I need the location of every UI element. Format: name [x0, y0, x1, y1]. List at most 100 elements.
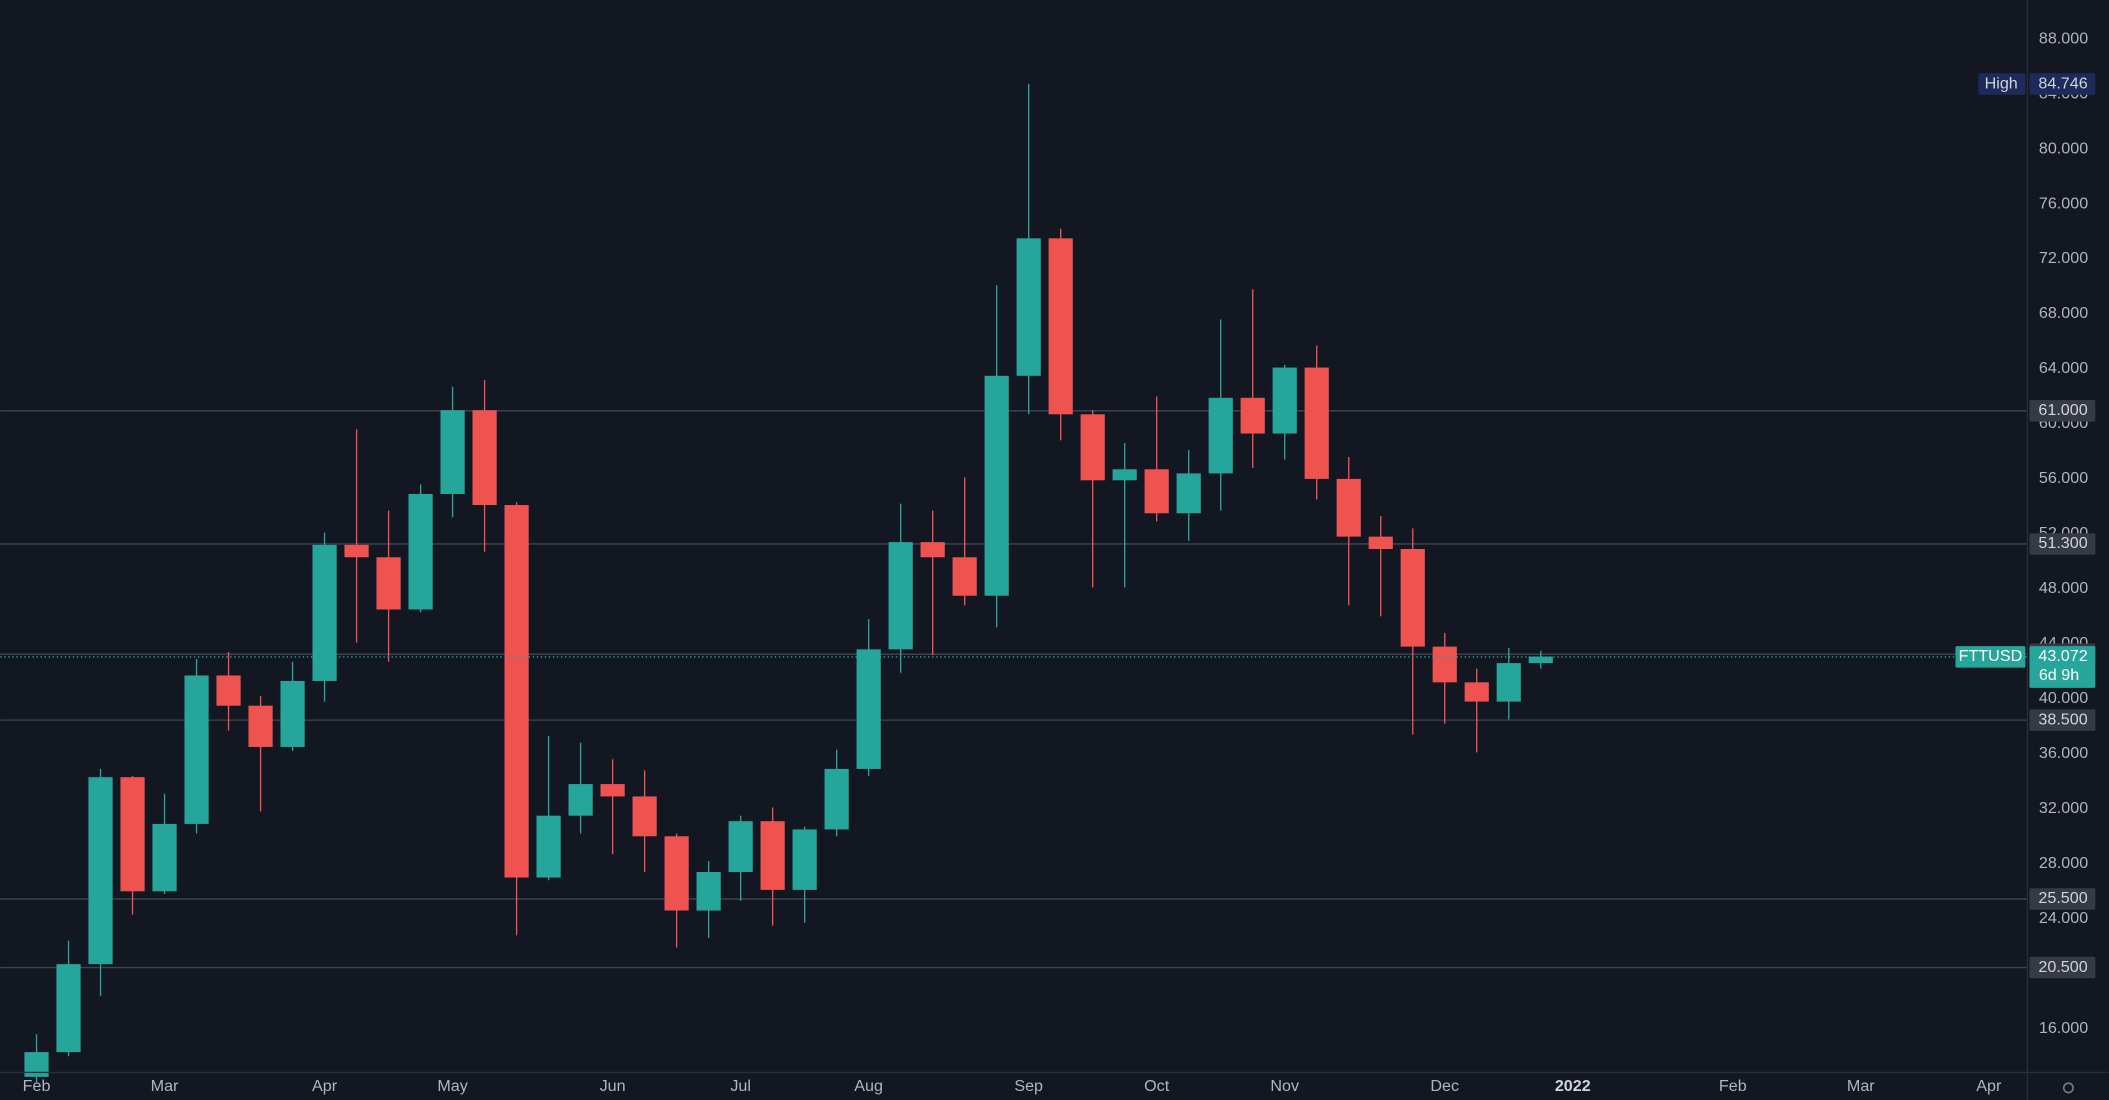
last-price-box [2029, 646, 2096, 688]
candle-body [664, 836, 689, 911]
candle-body [216, 675, 241, 706]
candle-body [952, 557, 977, 596]
candle-body [152, 823, 177, 892]
candle-body [1176, 473, 1201, 514]
candle-body [1496, 663, 1521, 702]
x-tick-label: Dec [1430, 1077, 1459, 1095]
level-label: 51.300 [2038, 534, 2087, 552]
candle-body [440, 410, 465, 495]
level-label: 20.500 [2038, 958, 2087, 976]
x-tick-label: Aug [854, 1077, 883, 1095]
y-tick-label: 80.000 [2039, 139, 2088, 157]
level-label-box [2029, 533, 2096, 555]
candle-body [920, 542, 945, 558]
candle-body [184, 675, 209, 824]
x-tick-label: Feb [23, 1077, 51, 1095]
y-tick-label: 40.000 [2039, 689, 2088, 707]
x-tick-label: Mar [1847, 1077, 1875, 1095]
candle-body [344, 544, 369, 558]
level-label-box [2029, 956, 2096, 979]
x-tick-label: Jun [600, 1077, 626, 1095]
candle-body [472, 410, 497, 506]
y-tick-label: 28.000 [2039, 854, 2088, 872]
time-axis: Feb Mar Apr May Jun Jul Aug Sep Oct Nov Dec 2022 Feb… [23, 1077, 2002, 1095]
candle-body [1528, 656, 1553, 664]
candle-body [824, 768, 849, 830]
candle-body [1368, 536, 1393, 550]
high-label: High [1985, 74, 2018, 92]
candle-body [280, 680, 305, 747]
y-tick-label: 68.000 [2039, 304, 2088, 322]
candle-body [632, 796, 657, 837]
candle-body [1144, 469, 1169, 514]
y-tick-label: 16.000 [2039, 1019, 2088, 1037]
y-tick-label: 24.000 [2039, 909, 2088, 927]
x-tick-label: Jul [730, 1077, 751, 1095]
high-value-label: 84.746 [2038, 74, 2087, 92]
candle-body [56, 964, 81, 1053]
x-tick-label: Apr [312, 1077, 338, 1095]
y-tick-label: 72.000 [2039, 249, 2088, 267]
price-markers: 61.00051.30043.25038.50025.50020.500FTTU… [1955, 73, 2096, 979]
candle-body [248, 705, 273, 747]
x-tick-label: Mar [151, 1077, 179, 1095]
candle-body [1048, 238, 1073, 415]
x-tick-label: Nov [1270, 1077, 1299, 1095]
candle-body [376, 557, 401, 610]
countdown-label: 6d 9h [2039, 666, 2079, 684]
x-tick-label: Oct [1144, 1077, 1170, 1095]
symbol-label-box [1955, 646, 2026, 668]
candle-body [88, 777, 113, 965]
candle-body [504, 505, 529, 878]
candle-body [408, 494, 433, 610]
level-label-box [2029, 400, 2096, 422]
candle-body [1016, 238, 1041, 376]
candle-body [568, 784, 593, 816]
candle-body [1400, 549, 1425, 647]
candle-body [856, 649, 881, 769]
level-label: 38.500 [2038, 710, 2087, 728]
symbol-label: FTTUSD [1959, 647, 2023, 665]
candle-body [600, 784, 625, 797]
candle-body [24, 1052, 49, 1077]
plot-area [0, 83, 2027, 1084]
high-label-box [1978, 73, 2026, 95]
candle-body [888, 542, 913, 650]
candle-body [984, 375, 1009, 596]
x-tick-label: Feb [1719, 1077, 1747, 1095]
candle-body [1464, 682, 1489, 702]
level-label-box [2029, 709, 2096, 731]
level-label: 25.500 [2038, 889, 2087, 907]
settings-icon[interactable] [2062, 1082, 2074, 1094]
candle-body [312, 544, 337, 681]
candle-body [1240, 397, 1265, 434]
high-value-box [2029, 73, 2096, 95]
y-tick-label: 36.000 [2039, 744, 2088, 762]
candle-body [792, 829, 817, 890]
candle-body [1272, 367, 1297, 434]
candle-body [1112, 469, 1137, 481]
candle-body [536, 815, 561, 878]
level-label: 61.000 [2038, 401, 2087, 419]
candle-body [1208, 397, 1233, 474]
x-tick-label: Sep [1014, 1077, 1043, 1095]
level-label-box [2029, 888, 2096, 910]
candle-body [120, 777, 145, 892]
candle-body [1432, 646, 1457, 683]
candle-body [1304, 367, 1329, 479]
y-tick-label: 64.000 [2039, 359, 2088, 377]
candle-body [728, 821, 753, 873]
x-tick-label: May [437, 1077, 468, 1095]
candle-body [1336, 478, 1361, 537]
y-tick-label: 48.000 [2039, 579, 2088, 597]
y-tick-label: 76.000 [2039, 194, 2088, 212]
last-price-label: 43.072 [2038, 647, 2087, 665]
candle-body [1080, 414, 1105, 481]
y-tick-label: 32.000 [2039, 799, 2088, 817]
x-tick-label: 2022 [1555, 1077, 1591, 1095]
y-tick-label: 56.000 [2039, 469, 2088, 487]
x-tick-label: Apr [1976, 1077, 2002, 1095]
y-tick-label: 88.000 [2039, 29, 2088, 47]
